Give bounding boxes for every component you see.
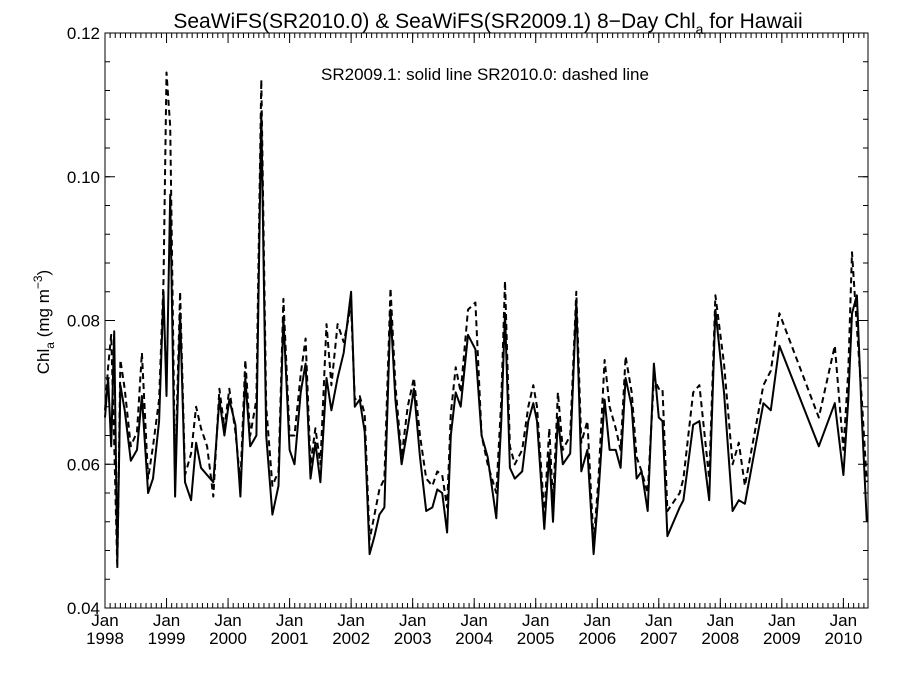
x-tick-year-label: 2008 [701,629,739,648]
x-tick-month-label: Jan [645,611,672,630]
y-axis-label-main: Chl [34,349,53,375]
axes-layer: 0.040.060.080.100.12Jan1998Jan1999Jan200… [67,24,869,648]
x-tick-year-label: 2010 [824,629,862,648]
y-axis-label-unit: (mg m [34,289,53,342]
y-axis-label-superscript: −3 [31,275,45,289]
y-tick-label: 0.04 [67,599,100,618]
y-axis-label-subscript: a [43,342,57,349]
x-tick-month-label: Jan [153,611,180,630]
x-tick-month-label: Jan [214,611,241,630]
x-tick-year-label: 2003 [394,629,432,648]
x-tick-year-label: 1998 [86,629,124,648]
plot-frame [104,32,869,609]
x-tick-year-label: 2007 [640,629,678,648]
x-tick-year-label: 2009 [763,629,801,648]
chart-title-subscript: a [696,21,704,37]
y-tick-label: 0.10 [67,168,100,187]
x-tick-month-label: Jan [399,611,426,630]
x-tick-month-label: Jan [91,611,118,630]
y-axis-label-close: ) [34,270,53,276]
x-tick-month-label: Jan [460,611,487,630]
series-line-sr2009-1 [104,111,868,563]
x-tick-year-label: 2001 [271,629,309,648]
x-tick-year-label: 2002 [332,629,370,648]
x-tick-year-label: 2000 [209,629,247,648]
x-tick-year-label: 2004 [455,629,493,648]
chart-title-suffix: for Hawaii [703,10,802,33]
chart-annotation: SR2009.1: solid line SR2010.0: dashed li… [321,65,649,84]
x-tick-month-label: Jan [768,611,795,630]
y-axis-label: Chla (mg m−3) [31,270,57,374]
x-tick-month-label: Jan [707,611,734,630]
x-tick-month-label: Jan [584,611,611,630]
y-tick-label: 0.08 [67,312,100,331]
x-tick-year-label: 1999 [148,629,186,648]
x-tick-month-label: Jan [337,611,364,630]
chart-title-main: SeaWiFS(SR2010.0) & SeaWiFS(SR2009.1) 8−… [173,10,695,33]
y-tick-label: 0.06 [67,455,100,474]
chart-title: SeaWiFS(SR2010.0) & SeaWiFS(SR2009.1) 8−… [173,10,802,37]
x-tick-year-label: 2005 [517,629,555,648]
series-layer [104,71,868,570]
x-tick-month-label: Jan [522,611,549,630]
series-line-sr2010-0 [104,71,868,570]
y-tick-label: 0.12 [67,24,100,43]
x-tick-month-label: Jan [276,611,303,630]
x-tick-year-label: 2006 [578,629,616,648]
x-tick-month-label: Jan [830,611,857,630]
